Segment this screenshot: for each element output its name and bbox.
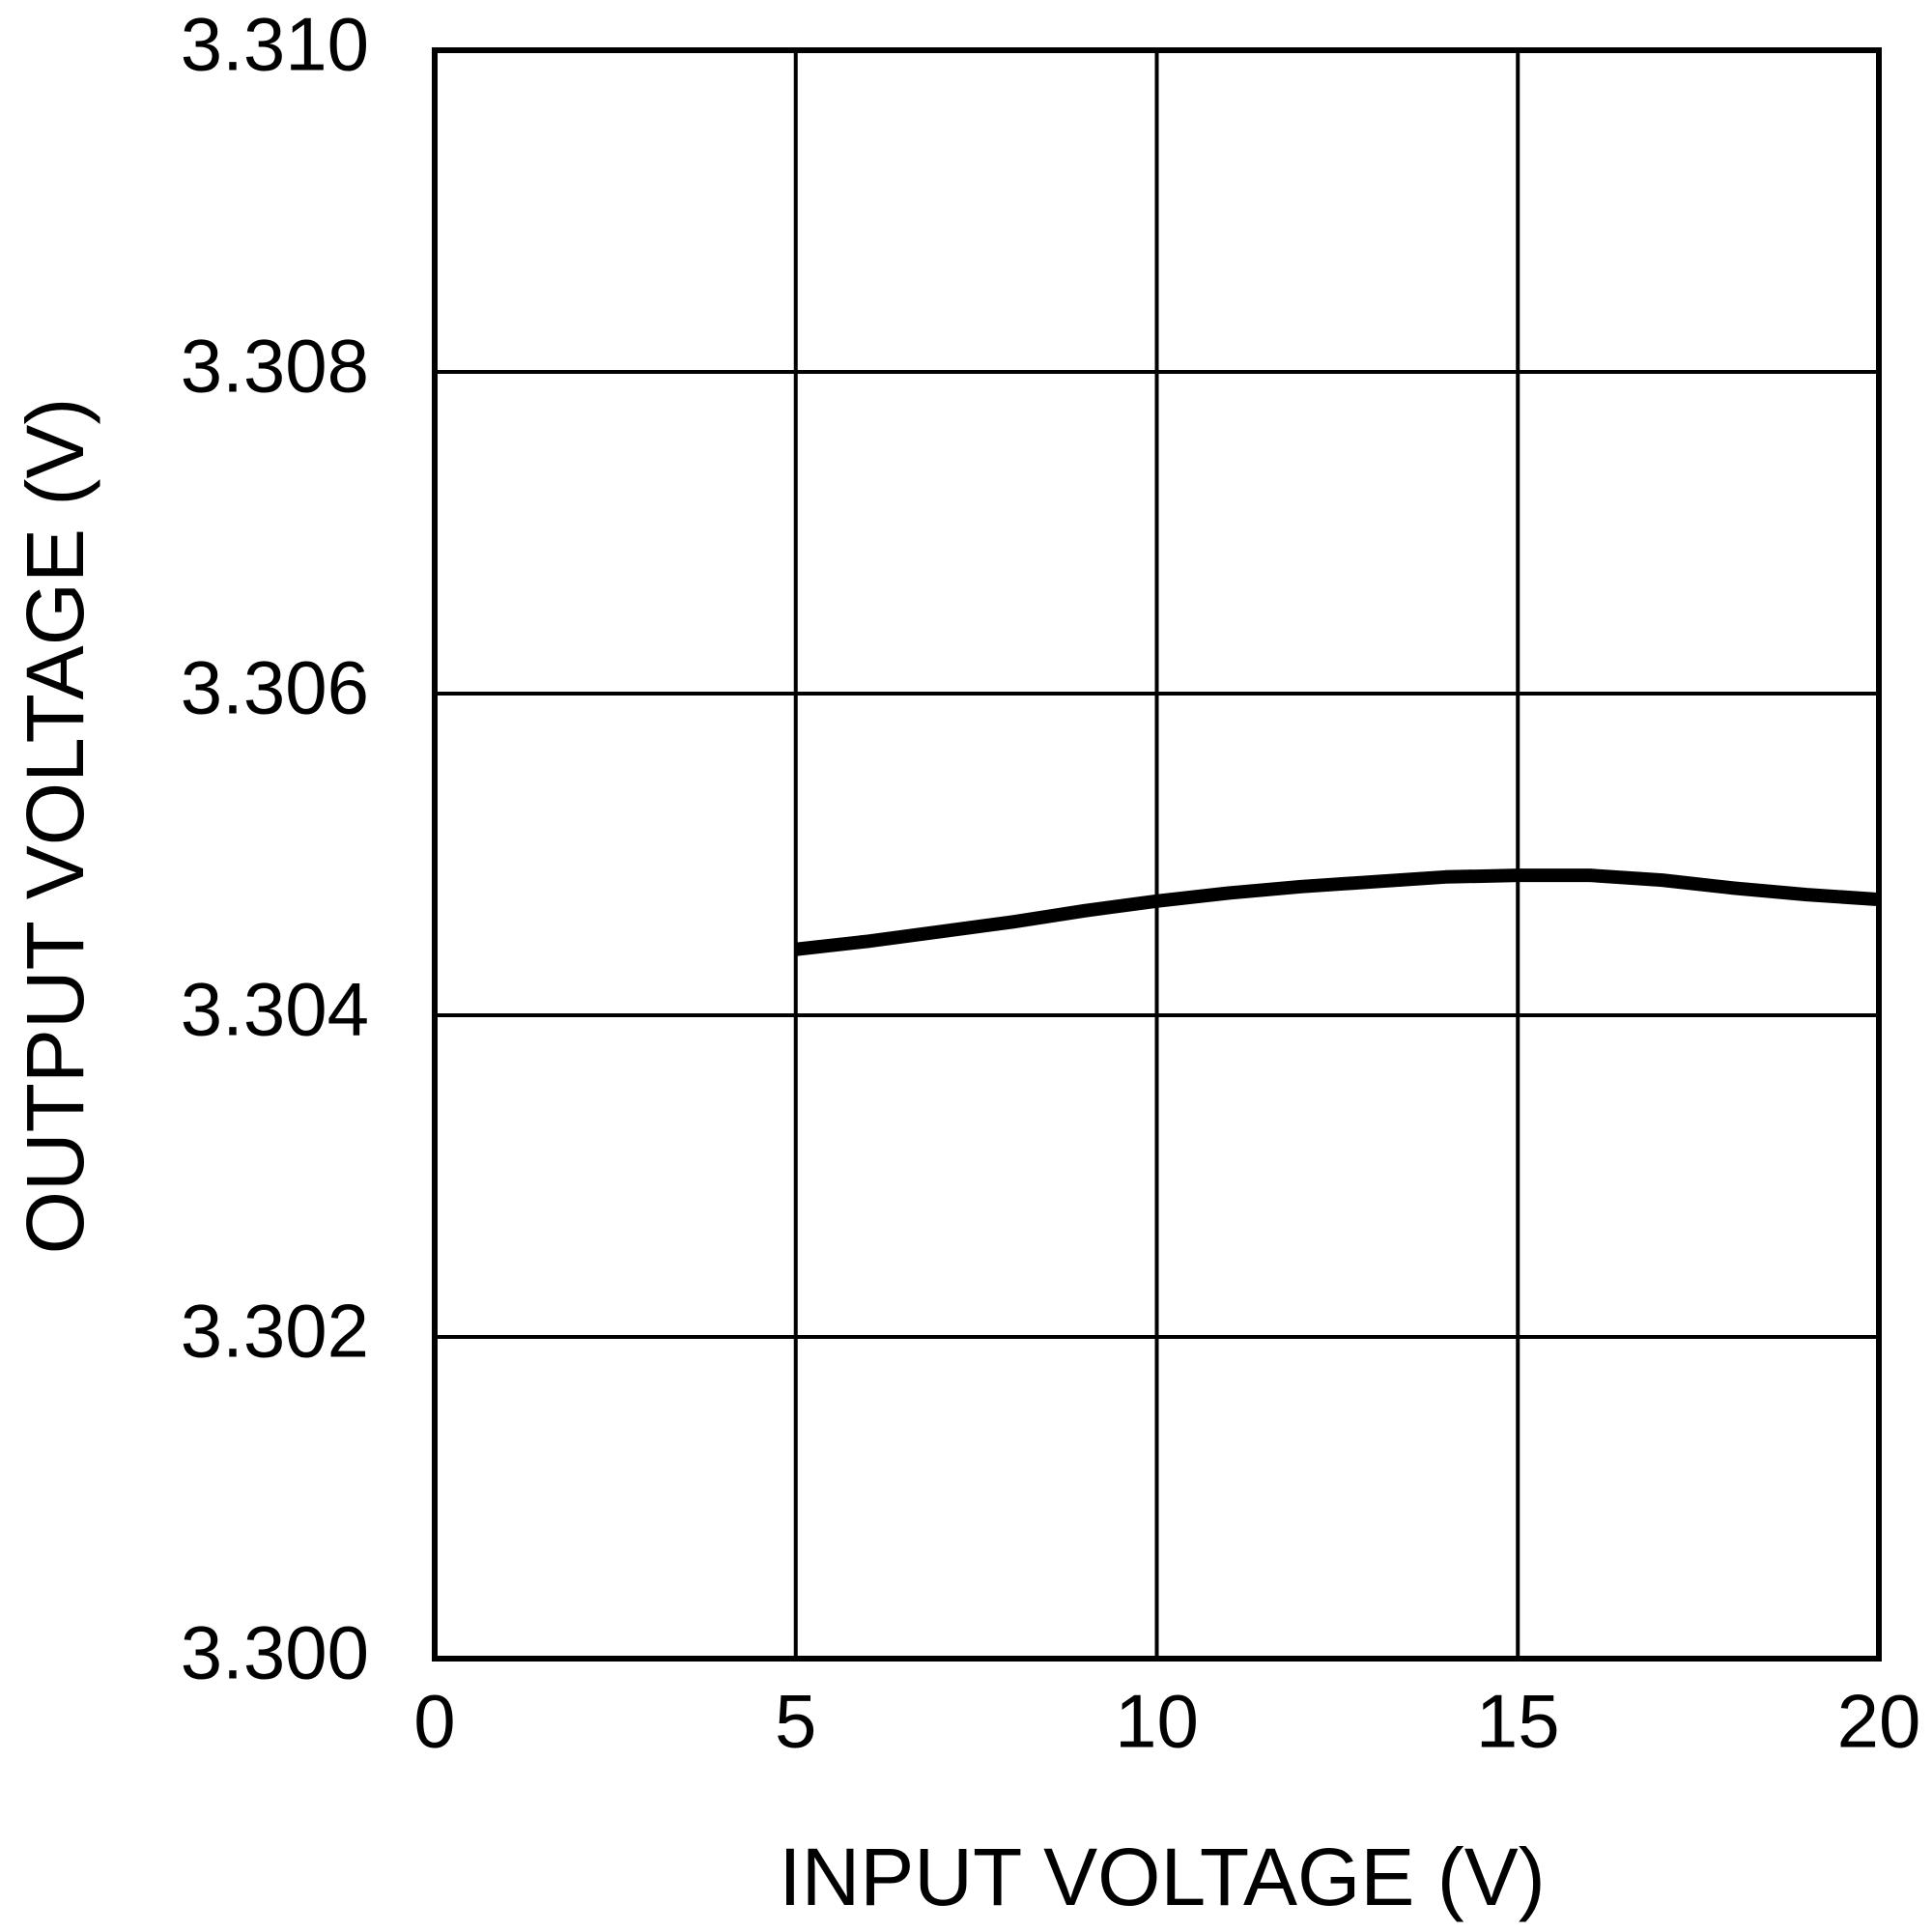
y-tick-label: 3.310 bbox=[181, 2, 369, 87]
x-tick-label: 10 bbox=[1115, 1679, 1199, 1764]
y-tick-label: 3.306 bbox=[181, 645, 369, 730]
y-axis-title: OUTPUT VOLTAGE (V) bbox=[10, 398, 100, 1255]
x-tick-label: 20 bbox=[1837, 1679, 1921, 1764]
y-tick-label: 3.304 bbox=[181, 967, 369, 1052]
y-tick-label: 3.300 bbox=[181, 1610, 369, 1695]
x-tick-label: 0 bbox=[413, 1679, 455, 1764]
y-tick-label: 3.308 bbox=[181, 324, 369, 409]
x-axis-title: INPUT VOLTAGE (V) bbox=[779, 1832, 1545, 1922]
x-tick-label: 5 bbox=[775, 1679, 816, 1764]
plot-frame bbox=[432, 47, 1882, 1662]
x-tick-label: 15 bbox=[1476, 1679, 1560, 1764]
y-tick-label: 3.302 bbox=[181, 1289, 369, 1374]
data-line bbox=[794, 868, 1880, 956]
